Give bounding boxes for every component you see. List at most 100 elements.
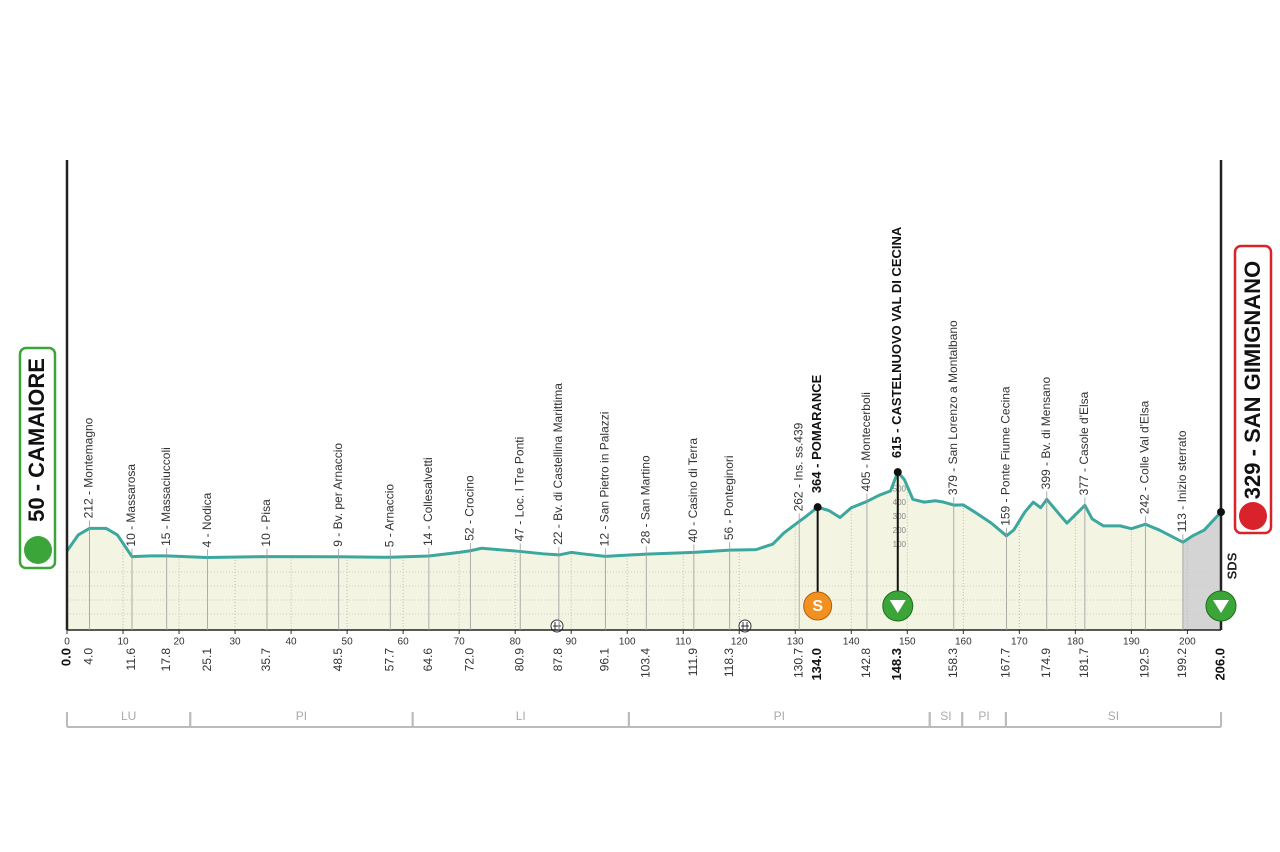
finish-arrow	[1213, 600, 1229, 613]
x-tick-label: 20	[173, 637, 185, 648]
start-icon	[24, 536, 52, 564]
x-tick-label: 170	[1011, 637, 1028, 648]
waypoint-label: 56 - Ponteginori	[722, 455, 736, 540]
region-name: PI	[978, 709, 989, 723]
waypoint-label: 212 - Montemagno	[82, 417, 96, 518]
start-km-label: 0.0	[58, 648, 73, 666]
waypoint-km: 142.8	[859, 648, 873, 678]
waypoint-km: 57.7	[382, 648, 396, 672]
logo: SDS	[1224, 552, 1239, 579]
waypoint-km: 130.7	[791, 648, 805, 678]
waypoint-km: 111.9	[686, 648, 700, 677]
waypoint-km: 25.1	[200, 648, 214, 672]
overlay: 0 10 20 30 40 50 60 70 80 90 100 110 120 130 140 150 160…	[58, 160, 1237, 728]
x-tick-label: 30	[229, 637, 241, 648]
x-tick-label: 110	[675, 637, 691, 648]
waypoint-label: 379 - San Lorenzo a Montalbano	[946, 320, 960, 495]
waypoint-label: 14 - Collesalvetti	[421, 457, 435, 546]
waypoint-label: 10 - Pisa	[259, 499, 273, 547]
x-tick-label: 120	[731, 637, 748, 648]
start-box	[18, 346, 57, 570]
waypoint-km: 4.0	[82, 648, 96, 665]
waypoint-label: 15 - Massaciuccoli	[159, 447, 173, 546]
x-tick-label: 130	[787, 637, 804, 648]
y-tick-label: 400	[893, 498, 907, 507]
x-tick-label: 40	[286, 637, 298, 648]
x-tick-label: 140	[843, 637, 860, 648]
region-name: LU	[121, 709, 136, 723]
waypoint-km: 80.9	[512, 648, 526, 672]
waypoint-km: 87.8	[551, 648, 565, 672]
sprint-marker	[803, 591, 833, 621]
y-tick-label: 200	[893, 526, 907, 535]
rail-crossing	[738, 619, 752, 633]
waypoint-dot	[893, 468, 902, 477]
waypoint-km: 72.0	[463, 648, 477, 672]
waypoint-km: 158.3	[946, 648, 960, 678]
profile-line	[65, 470, 1223, 559]
region-name: PI	[296, 709, 307, 723]
waypoint-km: 11.6	[124, 648, 138, 671]
x-tick-label: 160	[955, 637, 972, 648]
waypoint-km: 174.9	[1039, 648, 1053, 678]
plot	[66, 472, 1221, 630]
y-tick-label: 100	[893, 540, 907, 549]
waypoint-km: 103.4	[638, 648, 652, 678]
waypoint-label: 47 - Loc. I Tre Ponti	[512, 437, 526, 542]
waypoint-km: 64.6	[421, 648, 435, 672]
waypoint-label: 405 - Montecerboli	[859, 392, 873, 491]
finish-label: 329 - SAN GIMIGNANO	[1240, 261, 1265, 499]
waypoint-km: 96.1	[598, 648, 612, 672]
area-fill	[67, 472, 1221, 630]
waypoint-label: 113 - Inizio sterrato	[1175, 430, 1189, 532]
waypoint-km: 118.3	[722, 648, 736, 677]
region-name: PI	[774, 709, 785, 723]
waypoint-label: 5 - Arnaccio	[382, 484, 396, 548]
x-tick-label: 70	[454, 637, 466, 648]
waypoint-km: 199.2	[1175, 648, 1189, 678]
waypoint-dot	[813, 503, 822, 512]
waypoint-label: 159 - Ponte Fiume Cecina	[999, 386, 1013, 526]
climb-arrow	[889, 600, 906, 613]
waypoint-km: 192.5	[1138, 648, 1152, 678]
waypoint-km: 35.7	[259, 648, 273, 672]
region-name: SI	[1108, 709, 1119, 723]
region-name: SI	[940, 709, 951, 723]
waypoint-km: 167.7	[999, 648, 1013, 678]
sprint-symbol: S	[812, 598, 823, 615]
waypoint-km: 148.3	[889, 648, 904, 681]
x-tick-label: 150	[899, 637, 916, 648]
waypoint-label: 9 - Bv. per Arnaccio	[331, 443, 345, 547]
finish-dot	[1217, 508, 1225, 517]
waypoint-label: 12 - San Pietro in Palazzi	[598, 412, 612, 547]
x-tick-label: 180	[1067, 637, 1084, 648]
x-tick-label: 90	[566, 637, 578, 648]
y-tick-label: 300	[893, 512, 907, 521]
waypoint-label: 399 - Bv. di Mensano	[1039, 377, 1053, 490]
finish-km-label: 206.0	[1212, 648, 1227, 681]
x-tick-label: 60	[398, 637, 410, 648]
x-tick-label: 80	[510, 637, 522, 648]
x-tick-label: 100	[619, 637, 636, 648]
finish-box	[1233, 244, 1273, 535]
waypoint-km: 48.5	[331, 648, 345, 672]
waypoint-label: 52 - Crocino	[463, 475, 477, 541]
waypoint-label: 28 - San Martino	[638, 455, 652, 544]
waypoint-label: 10 - Massarosa	[124, 464, 138, 547]
start-label: 50 - CAMAIORE	[24, 358, 49, 522]
waypoint-label: 4 - Nodica	[200, 492, 214, 547]
waypoint-label: 242 - Colle Val d'Elsa	[1138, 400, 1152, 514]
waypoint-km: 181.7	[1077, 648, 1091, 678]
region-name: LI	[516, 709, 526, 723]
y-tick-label: 500	[893, 484, 907, 493]
x-tick-label: 200	[1179, 637, 1196, 648]
finish-icon	[1239, 502, 1267, 530]
waypoint-km: 17.8	[159, 648, 173, 672]
waypoint-label: 364 - POMARANCE	[809, 374, 824, 493]
x-tick-label: 50	[342, 637, 354, 648]
waypoint-label: 262 - Ins. ss.439	[791, 422, 805, 511]
x-tick-label: 0	[64, 637, 70, 648]
waypoint-label: 22 - Bv. di Castellina Marittima	[551, 383, 565, 545]
waypoint-label: 40 - Casino di Terra	[686, 438, 700, 543]
